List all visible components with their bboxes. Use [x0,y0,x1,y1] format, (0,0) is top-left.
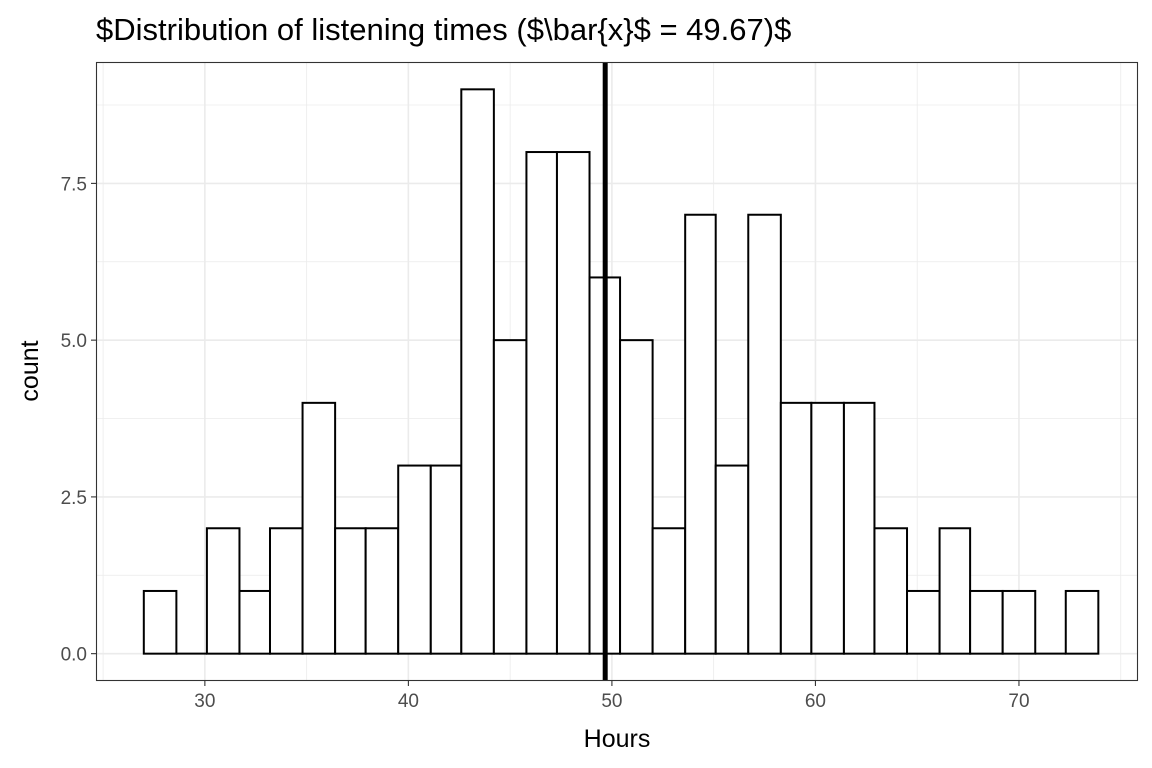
y-tick-label: 2.5 [61,488,87,509]
histogram-bar [555,151,591,655]
histogram-bar [334,527,367,655]
bars [142,88,1100,655]
x-tick-label: 40 [398,691,419,712]
x-axis-title: Hours [584,725,651,753]
y-axis: 0.0 2.5 5.0 7.5 [61,174,97,666]
histogram-bar [1064,589,1100,655]
histogram-bar [873,527,909,655]
histogram-bar [301,401,337,655]
histogram-bar [651,527,687,655]
histogram-bar [142,589,178,655]
x-tick-label: 70 [1008,691,1029,712]
y-tick-label: 0.0 [61,645,87,666]
y-tick-label: 5.0 [61,331,87,352]
histogram-bar [492,339,528,655]
histogram-bar [460,88,495,655]
x-tick-label: 60 [805,691,826,712]
x-tick-label: 50 [601,691,622,712]
histogram-bar [429,464,463,655]
x-tick-label: 30 [194,691,215,712]
histogram-bar [238,589,271,655]
histogram-bar [842,401,876,655]
histogram-bar [1001,589,1037,655]
histogram-bar [747,213,782,655]
panel-border [95,61,1139,682]
x-axis: 30 40 50 60 70 [194,680,1030,712]
histogram-bar [205,527,241,655]
histogram-bar [810,401,845,655]
histogram-bar [397,464,432,655]
histogram-bar [525,151,558,655]
histogram-bar [684,213,717,655]
histogram-bar [779,401,813,655]
chart-title: $Distribution of listening times ($\bar{… [96,12,791,47]
histogram-bar [619,339,654,655]
y-axis-title: count [16,340,44,401]
histogram-bar [906,589,941,655]
histogram-bar [268,527,304,655]
histogram-bar [714,464,750,655]
histogram-bar [364,527,400,655]
histogram-bar [969,589,1004,655]
histogram-bar [938,527,972,655]
y-tick-label: 7.5 [61,174,87,195]
